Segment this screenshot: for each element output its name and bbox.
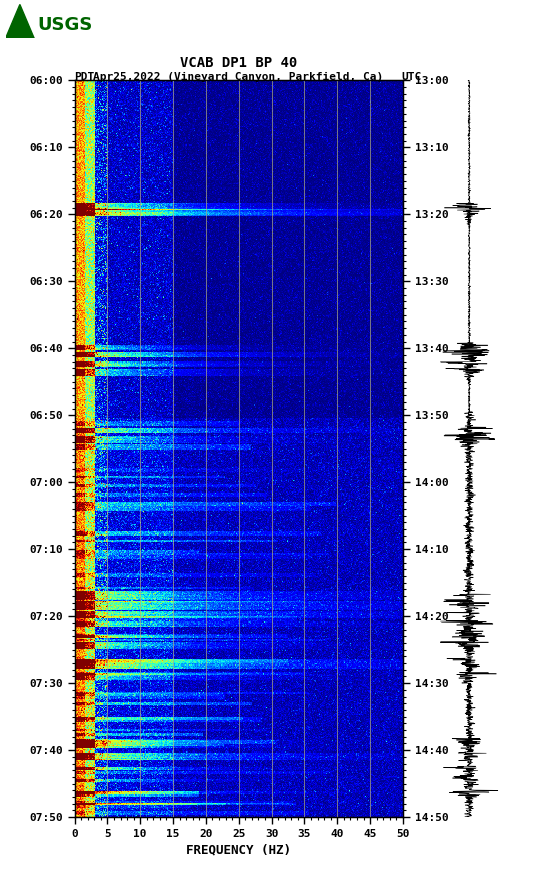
Text: Apr25,2022 (Vineyard Canyon, Parkfield, Ca): Apr25,2022 (Vineyard Canyon, Parkfield, … (93, 71, 384, 82)
Text: USGS: USGS (38, 16, 93, 34)
Text: PDT: PDT (75, 71, 95, 82)
X-axis label: FREQUENCY (HZ): FREQUENCY (HZ) (186, 843, 291, 856)
Text: UTC: UTC (402, 71, 422, 82)
Text: VCAB DP1 BP 40: VCAB DP1 BP 40 (180, 55, 297, 70)
Polygon shape (6, 4, 34, 38)
